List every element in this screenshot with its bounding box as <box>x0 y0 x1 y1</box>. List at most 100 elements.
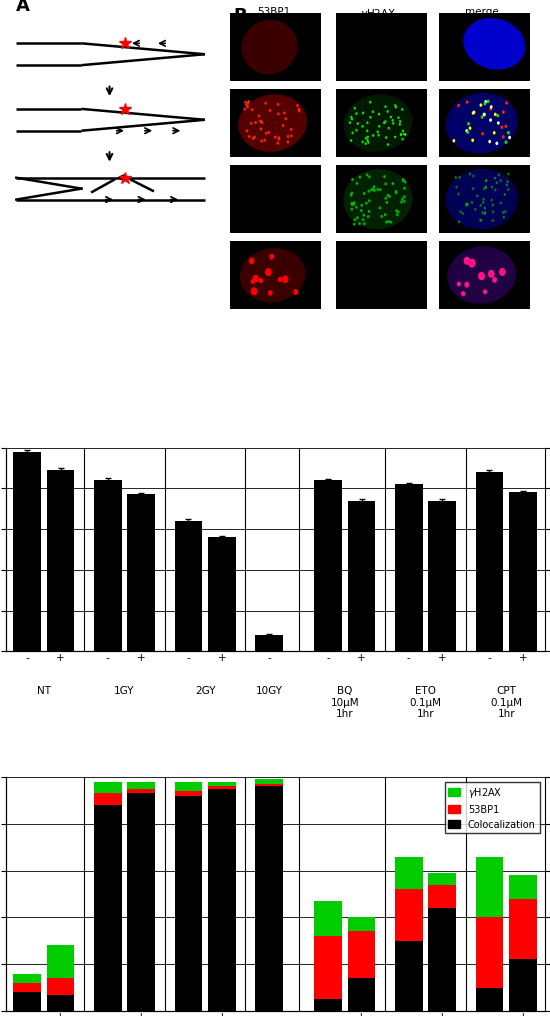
Ellipse shape <box>466 204 468 207</box>
Text: A: A <box>16 0 30 14</box>
Ellipse shape <box>351 118 353 121</box>
Ellipse shape <box>252 137 255 140</box>
Ellipse shape <box>502 211 504 214</box>
Ellipse shape <box>401 108 403 111</box>
Bar <box>509 959 537 1011</box>
Ellipse shape <box>343 169 412 230</box>
Ellipse shape <box>395 106 397 109</box>
Ellipse shape <box>372 111 374 113</box>
Ellipse shape <box>367 215 370 218</box>
Ellipse shape <box>362 112 364 115</box>
Bar <box>315 999 342 1011</box>
Ellipse shape <box>379 188 381 191</box>
Ellipse shape <box>384 213 387 216</box>
Ellipse shape <box>248 100 250 103</box>
Bar <box>348 932 375 978</box>
Bar <box>94 781 122 793</box>
Ellipse shape <box>358 223 361 226</box>
Text: 53BP1: 53BP1 <box>257 7 291 16</box>
Ellipse shape <box>354 107 356 110</box>
Bar <box>439 89 530 157</box>
Ellipse shape <box>290 128 293 131</box>
Ellipse shape <box>267 131 270 134</box>
Ellipse shape <box>483 206 486 209</box>
Ellipse shape <box>485 179 487 182</box>
Ellipse shape <box>385 136 387 139</box>
Ellipse shape <box>483 187 485 190</box>
Ellipse shape <box>482 201 485 204</box>
Ellipse shape <box>489 118 492 122</box>
Ellipse shape <box>384 120 387 123</box>
Ellipse shape <box>388 127 390 130</box>
Ellipse shape <box>287 135 289 138</box>
Ellipse shape <box>492 276 497 282</box>
Ellipse shape <box>248 135 251 138</box>
Ellipse shape <box>284 117 287 120</box>
Ellipse shape <box>260 121 263 124</box>
Bar <box>230 241 321 309</box>
Ellipse shape <box>367 141 370 144</box>
Ellipse shape <box>241 20 298 74</box>
Ellipse shape <box>502 111 505 114</box>
Ellipse shape <box>485 100 487 104</box>
Text: NT: NT <box>37 686 51 696</box>
Ellipse shape <box>455 176 457 179</box>
Ellipse shape <box>260 139 263 142</box>
Ellipse shape <box>446 92 518 153</box>
Ellipse shape <box>390 220 392 224</box>
Ellipse shape <box>351 178 354 181</box>
Ellipse shape <box>496 114 499 118</box>
Ellipse shape <box>464 257 470 265</box>
Ellipse shape <box>481 132 484 135</box>
Ellipse shape <box>278 276 282 282</box>
Ellipse shape <box>350 192 353 195</box>
Ellipse shape <box>458 220 460 224</box>
Ellipse shape <box>258 277 263 283</box>
Ellipse shape <box>392 122 394 125</box>
Text: $\gamma$H2AX: $\gamma$H2AX <box>360 7 396 20</box>
Bar <box>439 13 530 81</box>
Bar <box>128 788 155 793</box>
Ellipse shape <box>507 188 509 191</box>
Bar <box>230 89 321 157</box>
Ellipse shape <box>247 102 249 105</box>
Ellipse shape <box>490 108 492 111</box>
Ellipse shape <box>277 113 279 116</box>
Bar <box>230 13 321 81</box>
Bar <box>428 885 456 908</box>
Ellipse shape <box>394 135 396 138</box>
Text: $\gamma$H2AX: $\gamma$H2AX <box>548 180 550 214</box>
Ellipse shape <box>483 113 486 117</box>
Ellipse shape <box>459 176 461 179</box>
Ellipse shape <box>277 136 280 139</box>
Ellipse shape <box>362 213 365 216</box>
Ellipse shape <box>403 187 406 190</box>
Ellipse shape <box>480 204 482 206</box>
Ellipse shape <box>359 176 361 179</box>
Ellipse shape <box>384 106 387 108</box>
Ellipse shape <box>387 219 390 224</box>
Ellipse shape <box>356 182 358 185</box>
Ellipse shape <box>388 195 391 198</box>
Ellipse shape <box>505 102 508 105</box>
Bar <box>336 13 427 81</box>
Ellipse shape <box>403 133 405 135</box>
Text: 10GY: 10GY <box>256 686 283 696</box>
Bar <box>509 899 537 959</box>
Ellipse shape <box>491 186 493 188</box>
Ellipse shape <box>381 214 383 218</box>
Ellipse shape <box>401 197 404 201</box>
Ellipse shape <box>499 268 505 276</box>
Ellipse shape <box>402 179 404 182</box>
Ellipse shape <box>459 210 461 213</box>
Ellipse shape <box>249 257 255 264</box>
Ellipse shape <box>399 120 402 123</box>
Ellipse shape <box>472 175 475 178</box>
Ellipse shape <box>240 248 306 302</box>
Ellipse shape <box>366 121 368 124</box>
Ellipse shape <box>377 134 379 137</box>
Ellipse shape <box>463 18 525 70</box>
Bar <box>395 889 422 941</box>
Ellipse shape <box>480 104 482 107</box>
Ellipse shape <box>481 115 483 119</box>
